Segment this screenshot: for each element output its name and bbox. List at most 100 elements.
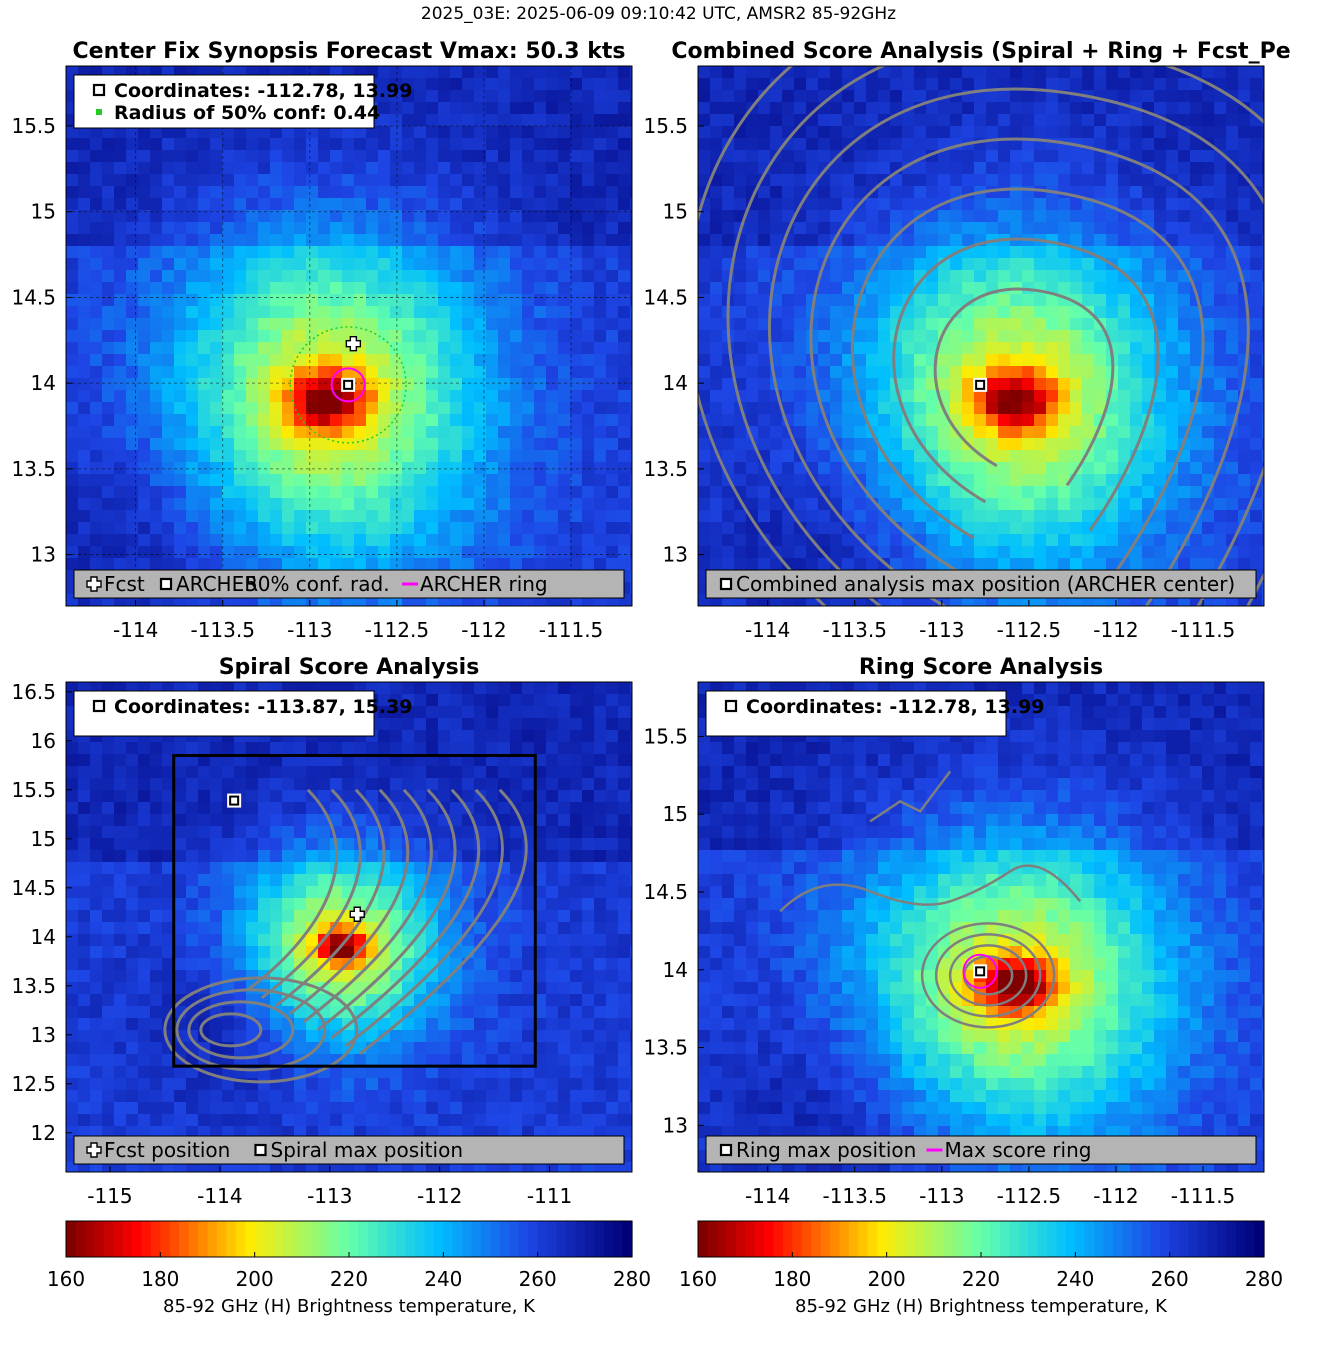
score-contour [358,788,528,1055]
colorbar-segment [735,1221,746,1257]
y-tick-label: 13 [31,1023,56,1047]
colorbar-segment [198,1221,209,1257]
x-tick-label: -115 [87,1184,132,1208]
colorbar-segment [292,1221,303,1257]
x-tick-label: -112.5 [997,1184,1061,1208]
colorbar-segment [867,1221,878,1257]
info-marker [96,109,102,115]
x-tick-label: -111.5 [539,618,603,642]
spiral-max-marker-inner [229,795,240,806]
plot-area: Coordinates: -113.87, 15.39 Fcst position… [66,682,632,1172]
legend-label: ARCHER [176,572,258,596]
archer-marker-inner [975,966,986,977]
y-tick-label: 15.5 [643,724,688,748]
colorbar-segment [1235,1221,1246,1257]
x-tick-label: -114 [745,1184,790,1208]
colorbar-segment [150,1221,161,1257]
colorbar-segment [499,1221,510,1257]
y-tick-label: 14 [663,958,688,982]
colorbar-segment [415,1221,426,1257]
legend-label: 50% conf. rad. [245,572,390,596]
legend: Ring max position Max score ring [705,1135,1257,1165]
colorbar-segment [622,1221,633,1257]
colorbar-segment [169,1221,180,1257]
x-tick-label: -113 [307,1184,352,1208]
colorbar-segment [905,1221,916,1257]
colorbar-segment [462,1221,473,1257]
colorbar-segment [971,1221,982,1257]
colorbar-segment [1103,1221,1114,1257]
colorbar-segment [358,1221,369,1257]
colorbar-label: 85-92 GHz (H) Brightness temperature, K [163,1296,536,1317]
figure-title: 2025_03E: 2025-06-09 09:10:42 UTC, AMSR2… [420,4,897,24]
colorbar-tick-label: 160 [679,1267,717,1291]
y-tick-label: 13 [663,1113,688,1137]
colorbar-segment [952,1221,963,1257]
colorbar-segment [858,1221,869,1257]
colorbar-segment [1075,1221,1086,1257]
colorbar-segment [698,1221,709,1257]
colorbar-segment [1169,1221,1180,1257]
info-marker [92,83,106,97]
x-tick-label: -111.5 [1171,1184,1235,1208]
colorbar-tick-label: 180 [773,1267,811,1291]
colorbar-segment [216,1221,227,1257]
colorbar-segment [782,1221,793,1257]
colorbar-segment [528,1221,539,1257]
colorbar-segment [707,1221,718,1257]
info-box: Coordinates: -112.78, 13.99 [705,690,1045,737]
colorbar-segment [490,1221,501,1257]
y-tick-label: 14.5 [11,876,56,900]
colorbar-segment [1197,1221,1208,1257]
colorbar-segment [349,1221,360,1257]
colorbar-segment [1131,1221,1142,1257]
legend-label: Fcst position [104,1138,230,1162]
info-box: Coordinates: -113.87, 15.39 [73,690,413,737]
score-contour [175,988,327,1072]
brightness-field [698,682,1264,1172]
colorbar-segment [471,1221,482,1257]
score-contour [933,287,1115,487]
colorbar-segment [405,1221,416,1257]
colorbar-segment [754,1221,765,1257]
colorbar-segment [226,1221,237,1257]
colorbar-tick-label: 160 [47,1267,85,1291]
score-contour [288,788,410,1015]
colorbar-segment [839,1221,850,1257]
colorbar-tick-label: 200 [236,1267,274,1291]
colorbar-segment [84,1221,95,1257]
colorbar-segment [999,1221,1010,1257]
legend-label: Ring max position [736,1138,916,1162]
score-contour [948,944,1028,1007]
colorbar-segment [179,1221,190,1257]
legend-label: ARCHER ring [420,572,548,596]
colorbar-tick-label: 280 [613,1267,651,1291]
colorbar: 160 180 200 220 240 260 280 85-92 GHz (H) Brigh… [679,1220,1283,1317]
plot-area: Combined analysis max position (ARCHER c… [698,66,1264,606]
x-tick-label: -111.5 [1171,618,1235,642]
legend-square-icon [159,577,173,591]
colorbar-segment [1094,1221,1105,1257]
x-tick-label: -112 [1093,618,1138,642]
y-tick-label: 14 [31,371,56,395]
colorbar-segment [1037,1221,1048,1257]
confidence-circle [289,326,407,444]
colorbar-segment [509,1221,520,1257]
y-tick-label: 15.5 [11,778,56,802]
colorbar-segment [141,1221,152,1257]
colorbar-segment [330,1221,341,1257]
colorbar-segment [575,1221,586,1257]
y-tick-label: 16 [31,729,56,753]
colorbar-segment [264,1221,275,1257]
legend: Combined analysis max position (ARCHER c… [705,569,1257,599]
score-contour [344,788,505,1047]
colorbar-segment [584,1221,595,1257]
colorbar-tick-label: 260 [1151,1267,1189,1291]
x-tick-label: -112.5 [997,618,1061,642]
panel-title: Center Fix Synopsis Forecast Vmax: 50.3 … [73,39,626,64]
colorbar-segment [1226,1221,1237,1257]
colorbar-segment [1056,1221,1067,1257]
y-tick-label: 14 [663,371,688,395]
